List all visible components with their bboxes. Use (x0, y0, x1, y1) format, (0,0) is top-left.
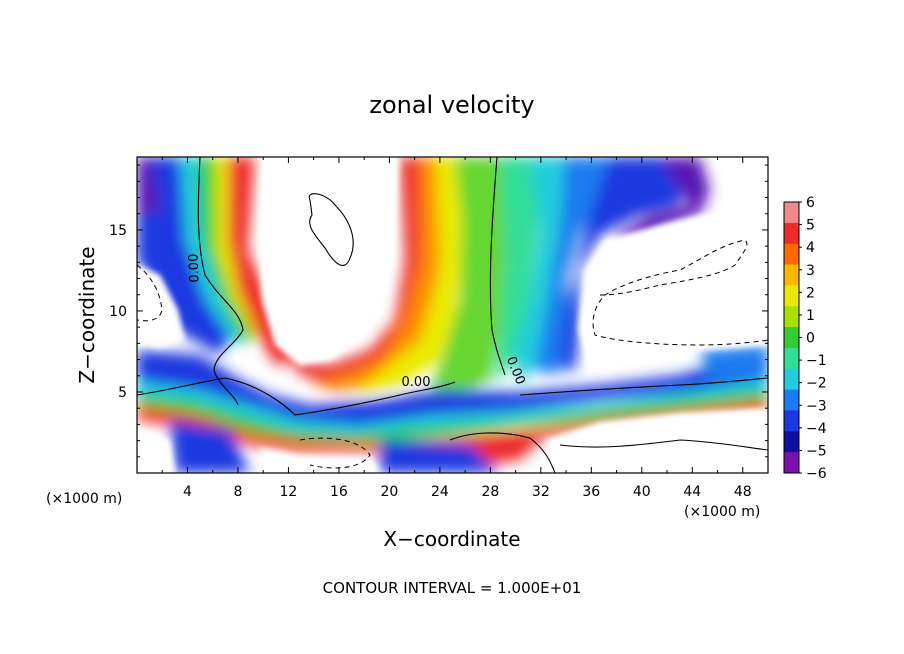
field-region-plume-teal (495, 157, 540, 385)
colorbar-label: 0 (806, 331, 815, 347)
x-axis-label: X−coordinate (383, 527, 520, 551)
contour-interval-note: CONTOUR INTERVAL = 1.000E+01 (323, 579, 582, 597)
x-tick-label: 20 (380, 484, 398, 500)
x-tick-label: 8 (233, 484, 242, 500)
colorbar-label: −5 (806, 443, 827, 459)
colorbar-swatch (784, 410, 799, 432)
field-region-plume-orange (310, 157, 445, 392)
field-region-left-yellow (215, 157, 265, 335)
x-unit-left: (×1000 m) (46, 491, 122, 507)
colorbar-label: 6 (806, 195, 815, 211)
field-region-left-cyan (180, 157, 248, 345)
colorbar-label: 3 (806, 263, 815, 279)
colorbar-label: −1 (806, 353, 827, 369)
field-white-bottom-left (137, 428, 175, 473)
contour-dashed-right (592, 239, 768, 346)
colorbar-swatch (784, 347, 799, 370)
contour-line-bottom-right (559, 439, 768, 451)
colorbar-swatch (784, 202, 799, 224)
field-region-right-edge-blue (700, 345, 768, 380)
field-region-right-deepblue (560, 157, 690, 370)
field-white-bottom-right (545, 408, 768, 473)
field-region-lower-green (137, 390, 768, 446)
x-tick-label: 48 (734, 484, 752, 500)
field-region-lower-cyan (137, 378, 768, 440)
contour-dashed-left (137, 264, 163, 322)
contour-line-right (519, 377, 768, 396)
x-tick-label: 40 (633, 484, 651, 500)
x-axis: 4 8 12 16 20 24 28 32 36 40 44 48 (161, 157, 752, 500)
colorbar-swatch (784, 431, 799, 453)
colorbar-label: −6 (806, 466, 827, 482)
field-region-bottom-left-blue (170, 420, 250, 473)
velocity-field: 0.00 0.00 0.00 (137, 157, 768, 473)
contour-line-lower-left (137, 377, 456, 416)
colorbar-swatch (784, 389, 799, 411)
field-white-upper-right (578, 205, 768, 372)
colorbar-swatch (784, 327, 799, 349)
contour-label: 0.00 (187, 253, 203, 282)
colorbar-label: 5 (806, 218, 815, 234)
colorbar-swatch (784, 285, 799, 307)
x-tick-label: 36 (582, 484, 600, 500)
y-axis: 5 10 15 (109, 164, 768, 458)
colorbar-swatch (784, 264, 799, 286)
x-unit-right: (×1000 m) (684, 504, 760, 520)
colorbar-label: −4 (806, 421, 827, 437)
field-region-plume-red (290, 157, 430, 385)
field-region-plume-yellow (350, 157, 465, 396)
colorbar-label: 1 (806, 308, 815, 324)
field-region-lower-red (137, 400, 768, 465)
field-white-left-cell (137, 265, 185, 348)
x-tick-label: 32 (532, 484, 550, 500)
x-tick-label: 16 (330, 484, 348, 500)
colorbar-swatch (784, 452, 799, 474)
chart-title: zonal velocity (369, 91, 534, 119)
field-white-bottom-mid (260, 448, 380, 473)
x-tick-label: 12 (280, 484, 298, 500)
x-tick-label: 24 (431, 484, 449, 500)
field-region-right-cyan (515, 157, 575, 385)
contour-lines (137, 157, 768, 473)
colorbar-swatch (784, 368, 799, 391)
y-tick-label: 5 (118, 385, 127, 401)
contour-line-upper-loop (308, 193, 354, 267)
field-region-left-red (228, 157, 300, 365)
colorbar-swatch (784, 243, 799, 266)
x-tick-label: 4 (183, 484, 192, 500)
field-region-plume-green (430, 157, 510, 395)
colorbar-label: 2 (806, 285, 815, 301)
colorbar-label: −3 (806, 398, 827, 414)
field-white-upper-center (258, 157, 398, 365)
colorbar: 6 5 4 3 2 1 0 −1 −2 −3 −4 −5 −6 (783, 195, 827, 482)
colorbar-label: −2 (806, 376, 827, 392)
contour-line-bottom (449, 432, 556, 473)
x-tick-label: 44 (683, 484, 701, 500)
y-axis-label: Z−coordinate (75, 246, 99, 383)
x-tick-label: 28 (481, 484, 499, 500)
colorbar-label: 4 (806, 240, 815, 256)
y-tick-label: 10 (109, 304, 127, 320)
contour-lines-dashed (137, 239, 768, 469)
contour-label: 0.00 (402, 375, 431, 390)
contour-dashed-bottom (299, 437, 371, 469)
field-region-bottom-mid-blue (380, 440, 500, 473)
contour-line-plume (489, 157, 506, 376)
field-region-left-green (198, 157, 260, 345)
colorbar-swatch (784, 222, 799, 245)
y-tick-label: 15 (109, 223, 127, 239)
field-region-right-blue (535, 157, 630, 375)
plot-frame (136, 156, 769, 474)
field-region-right-purple (615, 157, 710, 250)
colorbar-swatch (784, 306, 799, 328)
